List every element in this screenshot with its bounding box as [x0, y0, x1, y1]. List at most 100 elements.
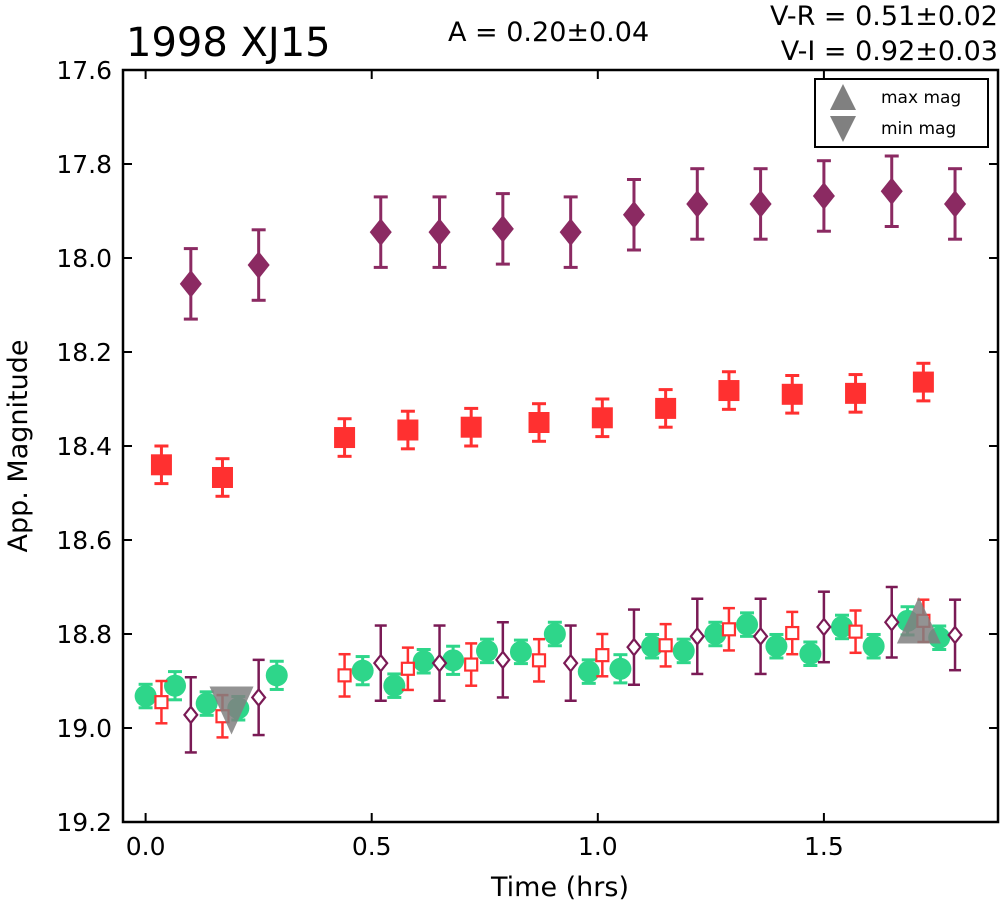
legend-max-label: max mag [881, 88, 961, 108]
data-point-3-8 [721, 622, 737, 637]
data-point-3-6 [595, 648, 610, 663]
data-point-0-0 [179, 270, 202, 298]
data-point-0-8 [749, 190, 772, 218]
data-point-0-6 [622, 200, 646, 229]
y-tick-label: 19.2 [56, 808, 112, 837]
data-point-2-9 [476, 639, 499, 662]
data-point-1-8 [718, 380, 740, 402]
data-point-2-11 [543, 623, 566, 645]
series-0 [179, 154, 967, 321]
data-point-4-6 [626, 637, 642, 657]
data-point-1-2 [334, 427, 356, 449]
data-point-2-8 [442, 649, 465, 672]
data-point-0-7 [686, 190, 709, 218]
x-tick-label: 1.0 [578, 832, 618, 861]
y-axis-label: App. Magnitude [3, 340, 34, 553]
x-tick-label: 0.0 [126, 832, 166, 861]
data-point-0-5 [559, 218, 582, 246]
data-point-0-3 [428, 218, 451, 246]
max-mag-marker [896, 596, 941, 644]
y-tick-label: 17.6 [56, 56, 112, 85]
data-point-4-10 [883, 612, 900, 633]
data-point-2-21 [862, 635, 885, 658]
y-tick-label: 18.8 [56, 620, 112, 649]
legend: max mag min mag [814, 78, 989, 148]
data-point-0-4 [491, 215, 514, 243]
data-point-2-15 [672, 639, 695, 662]
data-point-2-10 [509, 640, 532, 663]
data-point-0-1 [247, 251, 270, 279]
series-1 [150, 361, 934, 498]
data-point-1-0 [150, 454, 172, 476]
data-point-4-11 [947, 625, 963, 645]
data-point-4-4 [495, 650, 511, 670]
data-point-1-4 [460, 416, 482, 438]
data-point-3-0 [154, 695, 169, 710]
data-point-2-17 [736, 613, 759, 636]
data-point-3-3 [400, 661, 415, 676]
data-point-4-3 [431, 653, 448, 673]
data-point-0-2 [369, 218, 392, 246]
y-tick-label: 18.2 [56, 338, 112, 367]
data-point-2-16 [704, 623, 727, 645]
data-point-2-4 [265, 664, 288, 687]
amplitude-annotation: A = 0.20±0.04 [448, 17, 649, 48]
data-point-1-11 [912, 371, 934, 393]
x-axis-label: Time (hrs) [490, 872, 629, 903]
data-point-4-7 [689, 626, 706, 647]
data-point-1-6 [591, 407, 613, 429]
v-i-annotation: V-I = 0.92±0.03 [781, 36, 998, 67]
y-tick-label: 19.0 [56, 714, 112, 743]
data-point-4-2 [372, 653, 389, 673]
data-point-3-5 [531, 653, 547, 668]
data-point-3-4 [464, 657, 479, 672]
data-point-2-2 [195, 692, 218, 715]
x-tick-label: 1.5 [804, 832, 844, 861]
data-point-2-6 [383, 674, 406, 697]
data-point-3-9 [785, 625, 800, 641]
min-mag-marker [209, 686, 254, 735]
data-point-2-12 [577, 660, 600, 683]
data-point-2-19 [799, 642, 822, 665]
series-2 [134, 605, 951, 722]
data-point-2-0 [134, 685, 157, 708]
data-point-4-8 [752, 626, 769, 647]
data-point-2-20 [830, 615, 853, 638]
extrema-markers [209, 596, 941, 735]
data-point-4-5 [562, 653, 579, 673]
data-point-3-2 [337, 668, 352, 683]
data-point-0-10 [880, 177, 903, 206]
data-point-3-7 [658, 638, 673, 653]
legend-max-marker-icon [830, 84, 856, 110]
data-point-0-11 [944, 190, 967, 218]
plot-frame [121, 68, 1000, 824]
axis-ticks: 0.0 0.5 1.0 1.5 17.6 17.8 18.0 18.2 18.4 18.6 18.8… [56, 56, 998, 861]
chart-title: 1998 XJ15 [126, 20, 331, 66]
data-point-4-1 [250, 687, 267, 708]
y-tick-label: 17.8 [56, 150, 112, 179]
plot-content [134, 154, 967, 754]
y-tick-label: 18.6 [56, 526, 112, 555]
data-point-1-5 [528, 412, 550, 433]
data-point-0-9 [812, 182, 835, 210]
data-point-2-13 [609, 657, 632, 680]
data-point-2-1 [164, 674, 187, 697]
legend-min-marker-icon [830, 116, 856, 142]
series-4 [183, 585, 963, 754]
data-point-4-0 [183, 705, 199, 725]
legend-min-label: min mag [881, 119, 956, 139]
data-point-2-5 [351, 659, 374, 682]
x-tick-label: 0.5 [352, 832, 392, 861]
data-point-2-18 [765, 635, 788, 658]
y-tick-label: 18.0 [56, 244, 112, 273]
data-point-1-9 [781, 383, 803, 405]
data-point-4-9 [816, 617, 832, 637]
data-point-1-7 [655, 397, 677, 419]
data-point-2-14 [641, 635, 664, 658]
data-point-1-3 [397, 419, 419, 441]
v-r-annotation: V-R = 0.51±0.02 [770, 1, 998, 32]
y-tick-label: 18.4 [56, 432, 112, 461]
data-point-2-7 [412, 650, 435, 673]
data-point-3-10 [848, 624, 863, 639]
